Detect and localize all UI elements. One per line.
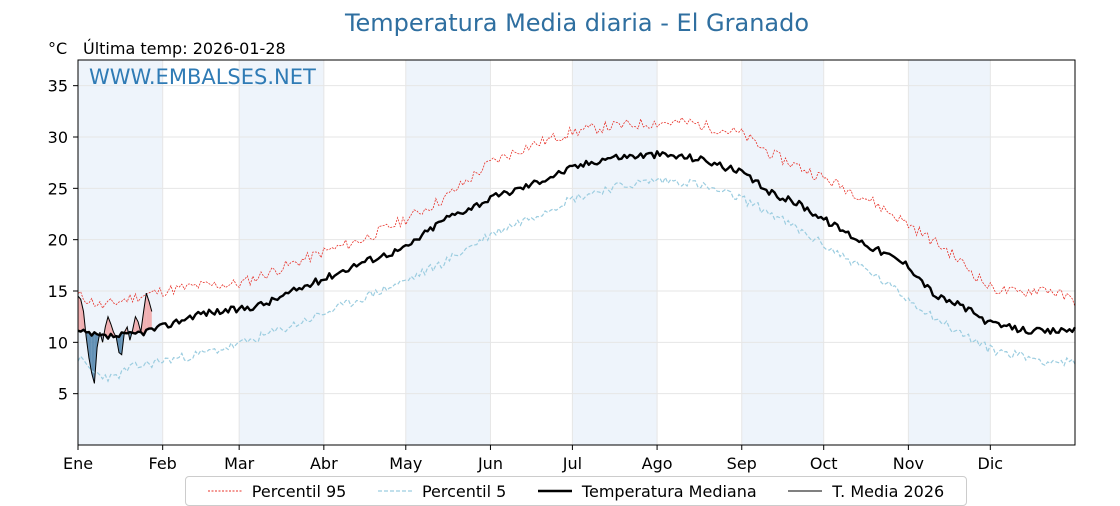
anomaly-fill-5 bbox=[88, 332, 92, 374]
x-tick-label-jul: Jul bbox=[562, 454, 582, 473]
month-shade-sep bbox=[741, 60, 824, 445]
legend-item-p5: Percentil 5 bbox=[377, 481, 507, 501]
month-shade-jul bbox=[572, 60, 658, 445]
legend-swatch-year bbox=[788, 490, 823, 492]
y-axis-unit: °C bbox=[48, 39, 67, 58]
anomaly-fill-27 bbox=[149, 301, 152, 329]
legend-swatch-p95 bbox=[207, 490, 242, 492]
series-line-percentil-5 bbox=[77, 176, 1076, 383]
y-tick-label-25: 25 bbox=[48, 179, 68, 198]
anomaly-fill-11 bbox=[105, 316, 108, 339]
month-shade-nov bbox=[908, 60, 991, 445]
y-tick-label-30: 30 bbox=[48, 128, 68, 147]
legend-swatch-median bbox=[537, 489, 572, 493]
y-tick-label-15: 15 bbox=[48, 282, 68, 301]
y-tick-label-10: 10 bbox=[48, 333, 68, 352]
x-tick-label-may: May bbox=[389, 454, 422, 473]
anomaly-fill-16 bbox=[119, 332, 122, 355]
month-shade-mar bbox=[239, 60, 324, 445]
anomaly-fill-25 bbox=[143, 293, 147, 336]
month-shade-ene bbox=[78, 60, 163, 445]
legend-item-year: T. Media 2026 bbox=[788, 482, 944, 501]
anomaly-fill-2 bbox=[80, 299, 84, 332]
series-line-percentil-95 bbox=[77, 116, 1076, 310]
legend-swatch-p5 bbox=[377, 490, 412, 492]
legend-item-median: Temperatura Mediana bbox=[537, 481, 757, 501]
legend-label-p95: Percentil 95 bbox=[251, 481, 347, 501]
y-tick-label-35: 35 bbox=[48, 77, 68, 96]
series-line-temperatura-mediana bbox=[77, 150, 1077, 340]
plot-frame bbox=[77, 59, 1076, 446]
watermark: WWW.EMBALSES.NET bbox=[89, 65, 316, 89]
chart-title: Temperatura Media diaria - El Granado bbox=[344, 9, 809, 37]
series-line-t-media-2026 bbox=[77, 292, 153, 384]
x-tick-label-dic: Dic bbox=[978, 454, 1004, 473]
month-shade-may bbox=[405, 60, 491, 445]
x-tick-label-feb: Feb bbox=[149, 454, 177, 473]
anomaly-fill-1 bbox=[78, 296, 81, 332]
legend: Percentil 95 Percentil 5 Temperatura Med… bbox=[185, 476, 967, 506]
x-tick-label-ago: Ago bbox=[642, 454, 673, 473]
x-tick-label-mar: Mar bbox=[224, 454, 255, 473]
legend-label-median: Temperatura Mediana bbox=[581, 481, 757, 501]
last-temp-label: Última temp: 2026-01-28 bbox=[83, 39, 286, 58]
x-tick-label-abr: Abr bbox=[310, 454, 338, 473]
x-tick-label-nov: Nov bbox=[893, 454, 924, 473]
legend-item-p95: Percentil 95 bbox=[207, 481, 347, 501]
y-tick-label-5: 5 bbox=[58, 385, 68, 404]
anomaly-fill-26 bbox=[146, 293, 149, 330]
y-tick-label-20: 20 bbox=[48, 231, 68, 250]
x-tick-label-ene: Ene bbox=[63, 454, 93, 473]
x-tick-label-sep: Sep bbox=[727, 454, 757, 473]
x-tick-label-jun: Jun bbox=[477, 454, 503, 473]
legend-label-year: T. Media 2026 bbox=[832, 481, 945, 501]
legend-label-p5: Percentil 5 bbox=[421, 481, 507, 501]
x-tick-label-oct: Oct bbox=[810, 454, 838, 473]
